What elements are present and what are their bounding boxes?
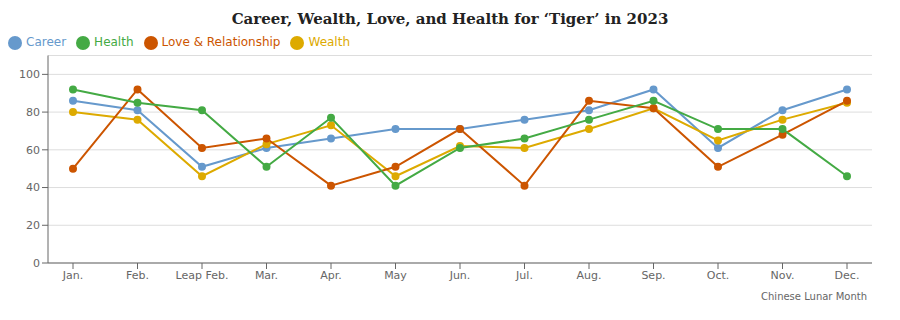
svg-text:Leap Feb.: Leap Feb. (176, 269, 229, 282)
svg-text:20: 20 (26, 219, 40, 232)
svg-text:Dec.: Dec. (835, 269, 860, 282)
svg-text:Mar.: Mar. (255, 269, 278, 282)
svg-text:Chinese Lunar Month: Chinese Lunar Month (761, 291, 867, 302)
svg-text:Nov.: Nov. (770, 269, 794, 282)
svg-text:Oct.: Oct. (707, 269, 730, 282)
svg-text:May: May (384, 269, 407, 282)
svg-text:60: 60 (26, 144, 40, 157)
svg-text:Jul.: Jul. (515, 269, 533, 282)
svg-text:100: 100 (19, 68, 40, 81)
svg-text:Aug.: Aug. (577, 269, 602, 282)
html-text:Health: Health (94, 35, 134, 49)
html-text:Wealth: Wealth (308, 35, 350, 49)
svg-text:Sep.: Sep. (641, 269, 665, 282)
html-text:Career: Career (26, 35, 67, 49)
html-text:Career, Wealth, Love, and Heal: Career, Wealth, Love, and Health for ‘Ti… (231, 10, 669, 28)
html-text:Love & Relationship: Love & Relationship (161, 35, 281, 49)
svg-text:Feb.: Feb. (126, 269, 149, 282)
svg-text:Jan.: Jan. (62, 269, 83, 282)
svg-text:Apr.: Apr. (320, 269, 342, 282)
svg-text:40: 40 (26, 181, 40, 194)
svg-text:80: 80 (26, 106, 40, 119)
svg-text:Jun.: Jun. (449, 269, 471, 282)
svg-text:0: 0 (33, 257, 40, 270)
